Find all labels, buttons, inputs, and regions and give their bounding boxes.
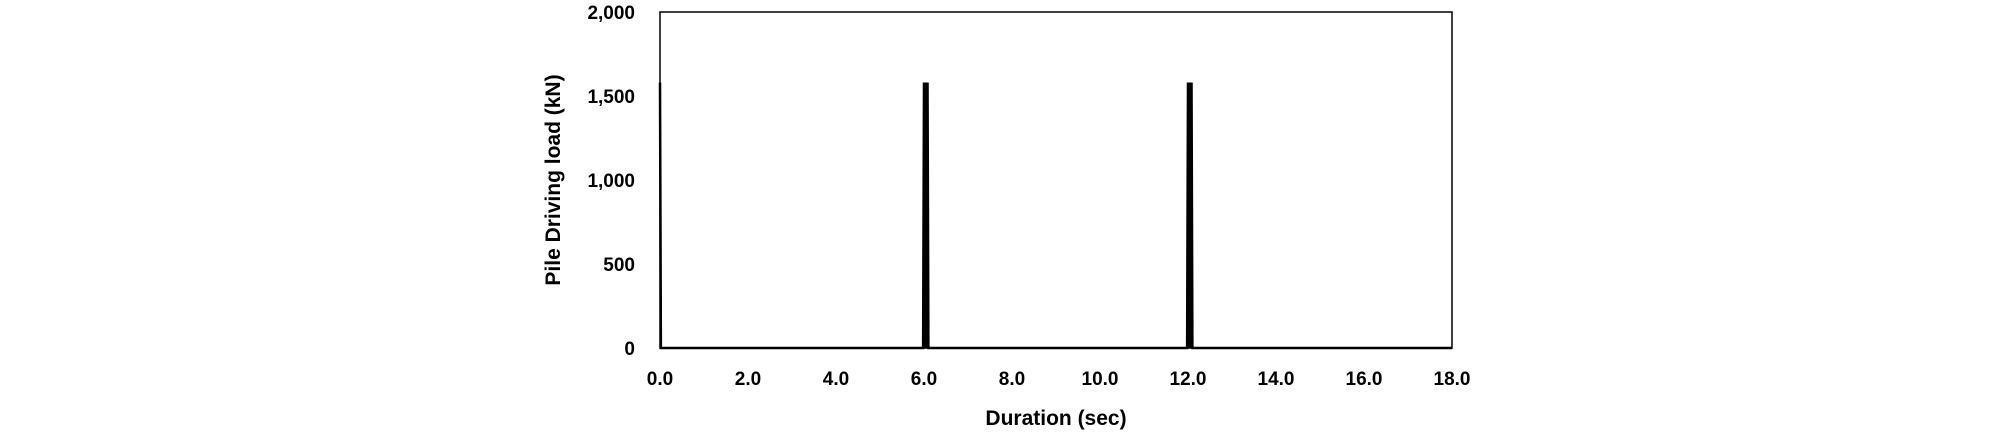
x-tick-label: 4.0: [823, 369, 849, 390]
x-tick-label: 16.0: [1346, 369, 1383, 390]
x-tick-label: 2.0: [735, 369, 761, 390]
x-tick-label: 14.0: [1258, 369, 1295, 390]
x-tick-label: 6.0: [911, 369, 937, 390]
x-tick-label: 0.0: [647, 369, 673, 390]
series-layer: [658, 82, 1452, 350]
y-tick-label: 0: [624, 339, 635, 360]
y-tick-label: 2,000: [587, 3, 635, 24]
y-tick-labels: 0 500 1,000 1,500 2,000: [587, 3, 635, 360]
x-tick-labels: 0.0 2.0 4.0 6.0 8.0 10.0 12.0 14.0 16.0 18.0: [647, 369, 1471, 390]
x-tick-label: 8.0: [999, 369, 1025, 390]
y-tick-label: 500: [603, 255, 635, 276]
x-tick-label: 18.0: [1434, 369, 1471, 390]
plot-area: [659, 11, 1453, 349]
y-tick-label: 1,500: [587, 87, 635, 108]
x-tick-label: 12.0: [1170, 369, 1207, 390]
y-axis-title: Pile Driving load (kN): [542, 74, 565, 285]
y-tick-label: 1,000: [587, 171, 635, 192]
x-axis-title: Duration (sec): [985, 407, 1126, 430]
series-line: [658, 82, 1452, 350]
x-tick-label: 10.0: [1082, 369, 1119, 390]
